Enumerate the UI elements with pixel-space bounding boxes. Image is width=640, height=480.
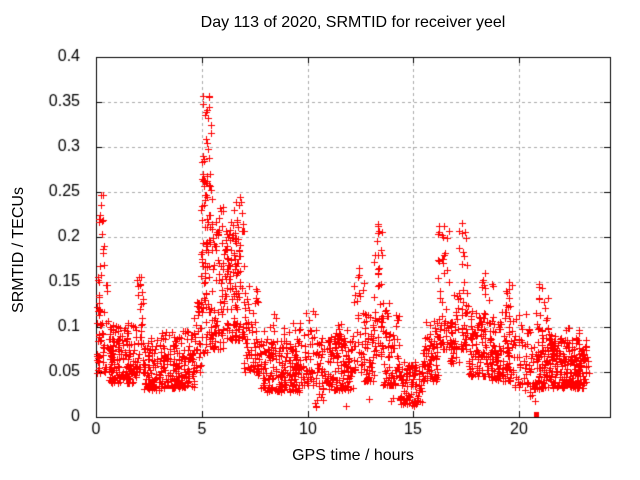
chart-title: Day 113 of 2020, SRMTID for receiver yee… (200, 14, 506, 31)
x-axis-label: GPS time / hours (292, 447, 414, 464)
